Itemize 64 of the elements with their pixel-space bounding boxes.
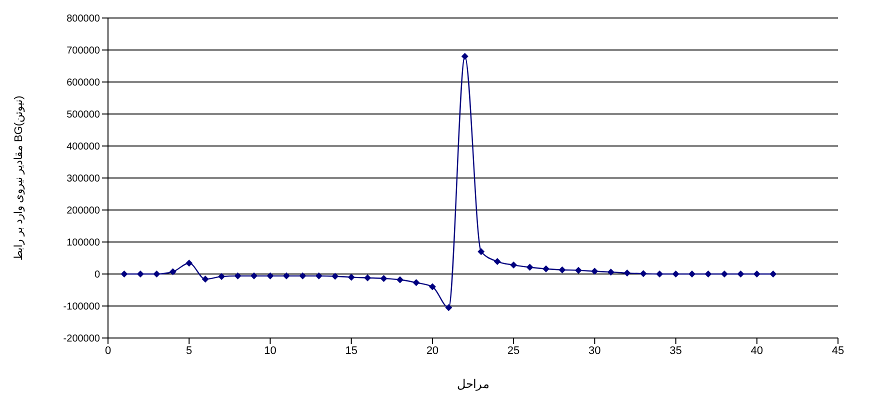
y-tick-label: 500000 xyxy=(66,110,100,121)
point xyxy=(720,270,728,278)
point xyxy=(542,265,550,272)
point xyxy=(218,273,226,280)
point xyxy=(136,270,144,278)
point xyxy=(607,268,614,276)
point xyxy=(688,270,696,278)
point xyxy=(770,270,777,278)
point xyxy=(510,262,518,269)
y-tick-label: 100000 xyxy=(66,238,100,249)
y-tick-label: 700000 xyxy=(66,46,100,57)
y-tick-label: 200000 xyxy=(66,206,100,217)
point xyxy=(640,270,647,278)
point xyxy=(591,268,598,275)
point xyxy=(348,274,355,281)
point xyxy=(737,270,744,278)
y-tick-label: 800000 xyxy=(66,14,100,25)
point xyxy=(153,270,160,278)
x-tick-label: 20 xyxy=(426,344,439,357)
point xyxy=(364,274,372,282)
point xyxy=(186,260,193,267)
point xyxy=(266,272,274,280)
point xyxy=(169,268,176,276)
x-tick-label: 10 xyxy=(264,344,276,357)
point xyxy=(753,270,760,278)
y-axis-title: مقادیر نیروی وارد بر رابط BG(نیوتن) xyxy=(12,96,25,260)
y-tick-label: 300000 xyxy=(66,174,100,185)
point xyxy=(315,272,322,280)
y-tick-label: 600000 xyxy=(66,78,100,89)
point xyxy=(478,248,485,256)
y-tick-label: -200000 xyxy=(63,334,100,345)
point xyxy=(396,276,404,284)
point xyxy=(282,272,290,280)
x-axis-title: مراحل xyxy=(457,377,489,391)
x-tick-label: 30 xyxy=(588,344,601,357)
x-tick-label: 40 xyxy=(750,344,764,357)
x-tick-label: 15 xyxy=(345,344,358,357)
point xyxy=(656,270,664,278)
x-tick-label: 0 xyxy=(104,344,112,357)
x-tick-label: 45 xyxy=(832,344,844,357)
point xyxy=(250,272,258,280)
point xyxy=(202,276,209,283)
point xyxy=(380,274,388,282)
point xyxy=(445,304,452,312)
point xyxy=(461,52,468,60)
y-tick-label: 400000 xyxy=(66,142,100,153)
y-tick-label: -100000 xyxy=(63,302,100,313)
x-tick-label: 35 xyxy=(670,344,682,357)
point xyxy=(574,266,582,274)
point xyxy=(704,270,712,278)
point xyxy=(526,264,534,271)
y-tick-label: 0 xyxy=(94,270,100,281)
point xyxy=(120,270,128,278)
point xyxy=(494,258,501,266)
point xyxy=(234,272,242,280)
x-tick-label: 5 xyxy=(186,344,192,357)
point xyxy=(412,279,420,286)
point xyxy=(332,272,339,280)
x-tick-label: 25 xyxy=(507,344,520,357)
point xyxy=(624,270,631,277)
point xyxy=(558,266,566,274)
point xyxy=(672,270,680,278)
point xyxy=(299,272,306,280)
point xyxy=(428,283,436,290)
